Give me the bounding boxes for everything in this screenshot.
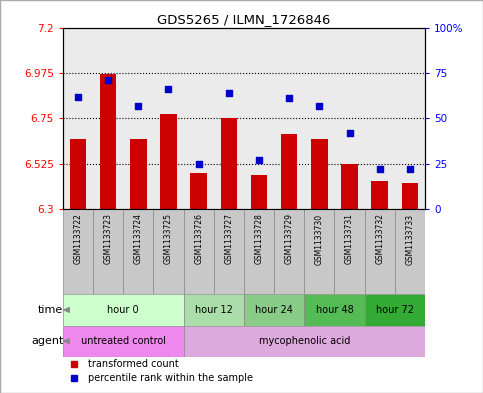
Text: GSM1133729: GSM1133729: [284, 213, 294, 264]
Text: hour 24: hour 24: [255, 305, 293, 315]
Bar: [334, 28, 365, 209]
Bar: [402, 183, 418, 209]
Text: GSM1133728: GSM1133728: [255, 213, 264, 264]
Text: GSM1133730: GSM1133730: [315, 213, 324, 264]
Bar: [184, 209, 213, 294]
Bar: [63, 209, 93, 294]
Point: [104, 77, 112, 83]
Point: [315, 103, 323, 109]
Bar: [93, 28, 123, 209]
Point: [134, 103, 142, 109]
Text: untreated control: untreated control: [81, 336, 166, 346]
Bar: [281, 134, 298, 209]
Title: GDS5265 / ILMN_1726846: GDS5265 / ILMN_1726846: [157, 13, 330, 26]
Text: GSM1133731: GSM1133731: [345, 213, 354, 264]
Text: percentile rank within the sample: percentile rank within the sample: [88, 373, 253, 383]
Text: GSM1133726: GSM1133726: [194, 213, 203, 264]
Text: hour 48: hour 48: [315, 305, 354, 315]
Bar: [304, 28, 334, 209]
Bar: [190, 173, 207, 209]
Point: [255, 157, 263, 163]
Point: [285, 95, 293, 101]
Text: GSM1133727: GSM1133727: [224, 213, 233, 264]
Point: [406, 166, 414, 173]
Point: [195, 161, 202, 167]
Text: GSM1133733: GSM1133733: [405, 213, 414, 264]
Text: hour 12: hour 12: [195, 305, 233, 315]
Bar: [251, 175, 267, 209]
Bar: [221, 118, 237, 209]
Bar: [184, 325, 425, 357]
Bar: [395, 209, 425, 294]
Point: [346, 130, 354, 136]
Text: mycophenolic acid: mycophenolic acid: [258, 336, 350, 346]
Bar: [63, 28, 93, 209]
Bar: [341, 164, 358, 209]
Bar: [100, 74, 116, 209]
Text: GSM1133732: GSM1133732: [375, 213, 384, 264]
Bar: [123, 28, 154, 209]
Text: time: time: [38, 305, 63, 315]
Bar: [213, 209, 244, 294]
Point: [165, 86, 172, 92]
Text: GSM1133725: GSM1133725: [164, 213, 173, 264]
Bar: [365, 294, 425, 325]
Bar: [184, 28, 213, 209]
Bar: [304, 209, 334, 294]
Bar: [244, 28, 274, 209]
Point: [225, 90, 233, 96]
Point: [74, 94, 82, 100]
Bar: [70, 138, 86, 209]
Bar: [213, 28, 244, 209]
Bar: [154, 28, 184, 209]
Bar: [274, 28, 304, 209]
Bar: [311, 138, 327, 209]
Text: hour 72: hour 72: [376, 305, 414, 315]
Bar: [334, 209, 365, 294]
Text: GSM1133723: GSM1133723: [103, 213, 113, 264]
Bar: [63, 294, 184, 325]
Bar: [93, 209, 123, 294]
Bar: [123, 209, 154, 294]
Text: GSM1133722: GSM1133722: [73, 213, 83, 264]
Bar: [365, 28, 395, 209]
Bar: [244, 294, 304, 325]
Text: hour 0: hour 0: [107, 305, 139, 315]
Bar: [160, 114, 177, 209]
Bar: [184, 294, 244, 325]
Bar: [395, 28, 425, 209]
Point: [376, 166, 384, 173]
Bar: [154, 209, 184, 294]
Bar: [371, 181, 388, 209]
Bar: [365, 209, 395, 294]
Text: GSM1133724: GSM1133724: [134, 213, 143, 264]
Text: agent: agent: [31, 336, 63, 346]
Bar: [63, 325, 184, 357]
Bar: [304, 294, 365, 325]
Bar: [130, 138, 146, 209]
Text: transformed count: transformed count: [88, 359, 179, 369]
Bar: [244, 209, 274, 294]
Bar: [274, 209, 304, 294]
